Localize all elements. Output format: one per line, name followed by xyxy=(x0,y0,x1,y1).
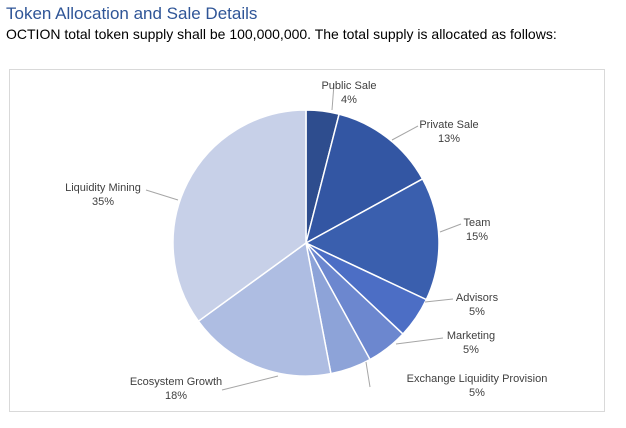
pie-slice-ecosystem-growth xyxy=(197,241,332,377)
slice-percent-label: 4% xyxy=(341,94,357,106)
slice-percent-label: 13% xyxy=(438,133,460,145)
pie-slice-team xyxy=(304,177,440,301)
slice-label: Team xyxy=(464,217,491,229)
slice-label: Private Sale xyxy=(419,119,478,131)
slice-label: Exchange Liquidity Provision xyxy=(407,373,548,385)
leader-line xyxy=(439,223,462,233)
slice-percent-label: 5% xyxy=(469,306,485,318)
leader-line xyxy=(391,125,419,141)
slice-percent-label: 18% xyxy=(165,390,187,402)
slice-label: Marketing xyxy=(447,330,495,342)
slice-label: Liquidity Mining xyxy=(65,182,141,194)
leader-line xyxy=(424,298,454,303)
slice-label: Ecosystem Growth xyxy=(130,376,222,388)
page-subtitle: OCTION total token supply shall be 100,0… xyxy=(6,26,557,42)
leader-line xyxy=(395,337,444,345)
slice-percent-label: 5% xyxy=(463,344,479,356)
leader-line xyxy=(331,83,335,111)
leader-line xyxy=(145,189,179,201)
pie-slice-private-sale xyxy=(304,113,424,245)
leader-line xyxy=(365,361,371,388)
slice-label: Public Sale xyxy=(321,80,376,92)
slice-percent-label: 15% xyxy=(466,231,488,243)
page-title: Token Allocation and Sale Details xyxy=(6,4,258,23)
slice-label: Advisors xyxy=(456,292,499,304)
slice-percent-label: 5% xyxy=(469,387,485,399)
pie-slice-liquidity-mining xyxy=(172,109,307,323)
slice-percent-label: 35% xyxy=(92,196,114,208)
leader-line xyxy=(221,375,279,391)
